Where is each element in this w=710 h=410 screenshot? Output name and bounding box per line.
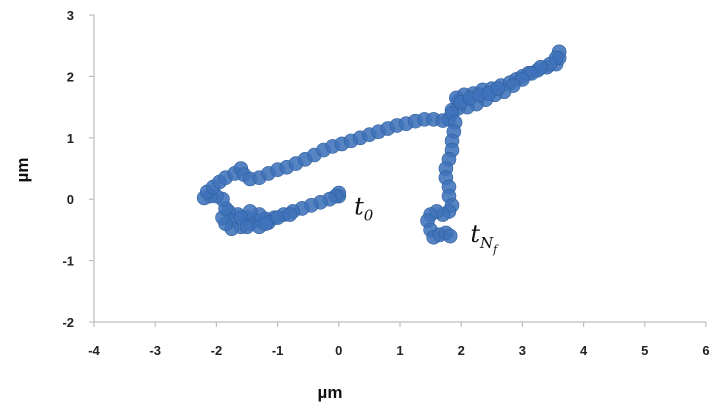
data-point [258,216,273,232]
label-subscript: N [479,234,494,252]
y-tick-label: 0 [67,192,74,207]
x-tick-label: 1 [396,343,403,358]
data-point [239,219,255,235]
x-axis-title: µm [318,383,343,402]
trajectory-label: tNf [470,220,499,256]
y-tick-label: 2 [67,69,74,84]
trajectory-label: t0 [354,193,374,225]
label-base: t [354,193,364,221]
data-point [442,228,458,244]
data-points [196,44,567,245]
x-tick-label: 0 [335,343,342,358]
x-tick-label: -4 [88,343,100,358]
x-tick-label: 4 [580,343,588,358]
y-tick-label: -2 [62,315,74,330]
ticks: -4 -3 -2 -1 0 1 2 3 4 5 6 -2 -1 0 1 2 3 [62,8,709,358]
x-tick-label: 6 [702,343,709,358]
y-tick-label: 3 [67,8,74,23]
x-tick-label: -2 [211,343,223,358]
label-base: t [470,220,480,248]
axes [93,15,706,323]
label-subscript: 0 [364,207,374,225]
y-tick-label: -1 [62,254,74,269]
y-axis-title: µm [13,158,32,183]
y-tick-label: 1 [67,131,74,146]
data-point [282,207,298,222]
label-subsubscript: f [492,243,499,256]
x-tick-label: -1 [272,343,284,358]
x-tick-label: 5 [641,343,648,358]
x-tick-label: -3 [149,343,161,358]
data-point [490,81,506,96]
x-tick-label: 3 [519,343,526,358]
data-point [270,210,285,225]
x-tick-label: 2 [458,343,465,358]
